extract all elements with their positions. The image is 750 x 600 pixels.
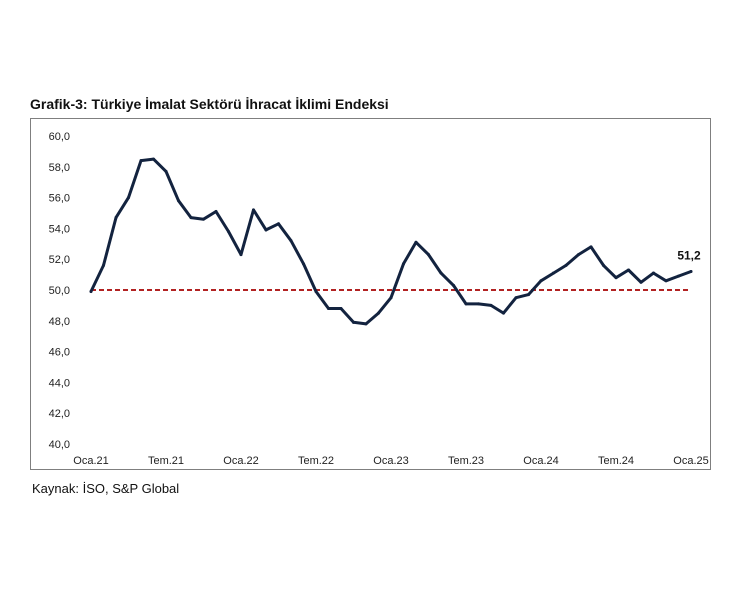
data-point <box>214 209 218 213</box>
data-point <box>302 262 305 266</box>
y-tick-label: 54,0 <box>49 223 70 235</box>
data-point <box>677 274 680 278</box>
data-point <box>514 296 518 300</box>
data-point <box>89 290 93 294</box>
data-point <box>177 199 180 203</box>
y-tick-label: 52,0 <box>49 254 70 266</box>
data-point <box>477 302 480 306</box>
data-point <box>439 271 443 275</box>
data-point <box>139 159 143 163</box>
data-point <box>377 311 380 315</box>
x-tick-label: Tem.24 <box>598 455 634 467</box>
data-point <box>239 253 243 257</box>
y-tick-label: 48,0 <box>49 316 70 328</box>
x-axis-ticks: Oca.21 Tem.21 Oca.22 Tem.22 Oca.23 Tem.23 Oca.… <box>73 455 708 467</box>
y-axis-ticks: 40,0 42,0 44,0 46,0 48,0 50,0 52,0 54,0 56,0 58,0… <box>49 131 70 451</box>
data-point <box>252 208 255 212</box>
data-point <box>489 303 493 307</box>
last-value-label: 51,2 <box>677 249 701 263</box>
chart-title: Grafik-3: Türkiye İmalat Sektörü İhracat… <box>30 96 389 112</box>
x-tick-label: Tem.21 <box>148 455 184 467</box>
data-point <box>564 263 568 267</box>
y-tick-label: 60,0 <box>49 131 70 143</box>
data-point <box>202 217 205 221</box>
data-point <box>464 302 468 306</box>
data-point <box>327 306 330 310</box>
data-point <box>114 216 118 220</box>
x-tick-label: Oca.24 <box>523 455 558 467</box>
x-tick-label: Oca.22 <box>223 455 258 467</box>
data-point <box>452 283 455 287</box>
data-point <box>427 253 430 257</box>
x-tick-label: Oca.23 <box>373 455 408 467</box>
data-point <box>314 290 318 294</box>
data-point <box>227 229 230 233</box>
x-tick-label: Tem.23 <box>448 455 484 467</box>
y-tick-label: 50,0 <box>49 285 70 297</box>
y-tick-label: 44,0 <box>49 377 70 389</box>
data-point <box>539 279 543 283</box>
data-point <box>127 196 130 200</box>
data-point <box>552 271 555 275</box>
y-tick-label: 42,0 <box>49 408 70 420</box>
data-point <box>277 222 280 226</box>
data-point <box>627 268 630 272</box>
x-tick-label: Oca.21 <box>73 455 108 467</box>
y-tick-label: 58,0 <box>49 162 70 174</box>
x-tick-label: Tem.22 <box>298 455 334 467</box>
chart-plot: 40,0 42,0 44,0 46,0 48,0 50,0 52,0 54,0 56,0 58,0… <box>49 131 709 467</box>
data-point <box>577 253 580 257</box>
data-point <box>689 270 693 274</box>
x-tick-label: Oca.25 <box>673 455 708 467</box>
data-point <box>339 306 343 310</box>
data-point <box>402 262 405 266</box>
data-point <box>602 263 605 267</box>
y-tick-label: 56,0 <box>49 193 70 205</box>
data-point <box>264 228 268 232</box>
data-point <box>664 279 668 283</box>
data-point <box>352 320 355 324</box>
data-point <box>639 280 643 284</box>
data-point <box>502 311 505 315</box>
data-point <box>414 240 418 244</box>
data-point <box>614 276 618 280</box>
data-point <box>102 263 105 267</box>
data-point <box>652 271 655 275</box>
source-note: Kaynak: İSO, S&P Global <box>32 481 180 496</box>
data-point <box>589 245 593 249</box>
y-tick-label: 40,0 <box>49 439 70 451</box>
data-points <box>89 157 693 326</box>
data-point <box>389 296 393 300</box>
data-point <box>289 239 293 243</box>
data-point <box>527 293 530 297</box>
y-tick-label: 46,0 <box>49 347 70 359</box>
data-point <box>364 322 368 326</box>
data-point <box>189 216 193 220</box>
data-point <box>152 157 155 161</box>
chart-frame: 40,0 42,0 44,0 46,0 48,0 50,0 52,0 54,0 56,0 58,0… <box>30 118 711 470</box>
data-point <box>164 169 168 173</box>
